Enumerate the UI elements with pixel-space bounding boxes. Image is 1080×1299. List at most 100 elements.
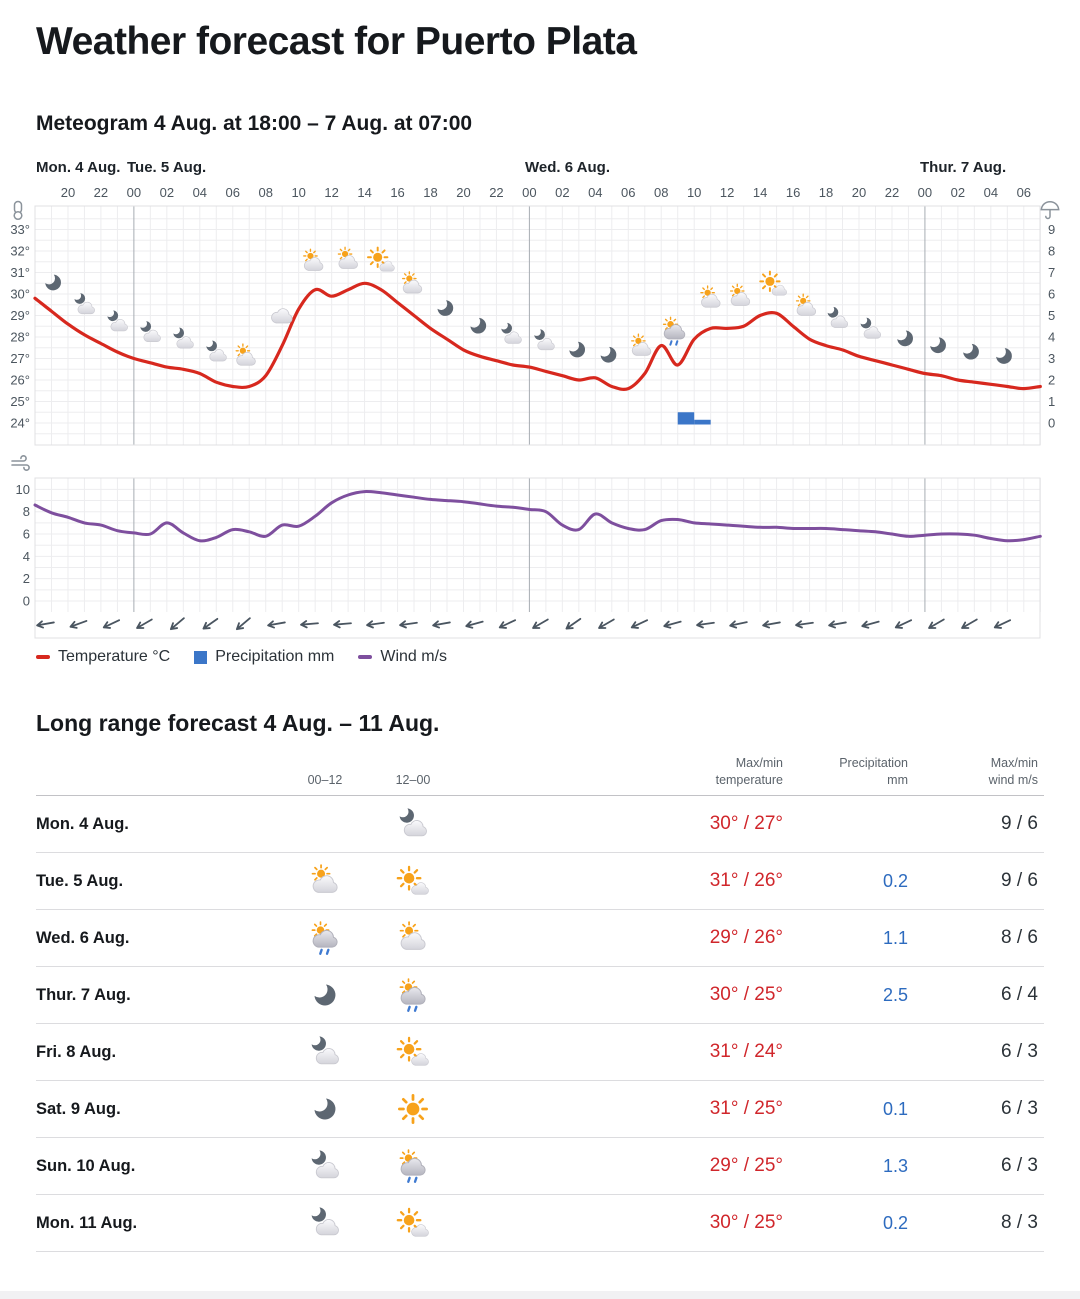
sun-cloud-rain-icon [664,317,685,344]
wind-direction-arrow [663,620,682,629]
header-maxmin-wind: Max/min wind m/s [988,756,1038,787]
longrange-heading: Long range forecast 4 Aug. – 11 Aug. [36,710,440,736]
wind-direction-arrow [729,620,748,629]
moon-cloud-icon [140,321,160,342]
sun-cloud-icon [304,249,323,270]
legend-label: Precipitation mm [215,648,335,665]
temperature-axis-tick: 32° [10,244,30,259]
chart-day-label: Tue. 5 Aug. [127,159,206,176]
precipitation-value: 0.2 [882,870,908,891]
precipitation-axis-tick: 5 [1048,308,1055,323]
precipitation-axis-tick: 4 [1048,330,1055,345]
forecast-row: Wed. 6 Aug. 29° / 26° 1.1 8 / 6 [36,910,1044,967]
wind-direction-arrow [532,618,549,629]
precipitation-axis-tick: 6 [1048,287,1055,302]
wind-direction-arrow [565,617,582,630]
x-axis-tick: 04 [193,185,207,200]
wind-direction-arrow [630,619,649,629]
wind-direction-arrow [267,620,286,629]
temperature-line-marker [36,655,50,659]
forecast-row: Mon. 11 Aug. 30° / 25° 0.2 8 / 3 [36,1195,1044,1252]
temperature-axis-tick: 26° [10,373,30,388]
sun-big-cloud-icon [395,1205,431,1241]
x-axis-tick: 08 [258,185,272,200]
precipitation-value: 1.3 [882,1155,908,1176]
moon-cloud-icon [307,1148,343,1184]
wind-direction-arrow [598,618,615,629]
wind-direction-arrow [69,620,88,629]
wind-line-marker [358,655,373,659]
day-label: Thur. 7 Aug. [36,985,131,1004]
moon-icon [437,300,454,316]
temperature-axis-tick: 25° [10,394,30,409]
wind-direction-arrow [894,619,913,629]
icon-12-00 [374,1034,452,1070]
precipitation-bar [677,412,695,425]
x-axis-tick: 02 [160,185,174,200]
maxmin-wind: 6 / 3 [1001,1041,1038,1062]
precipitation-axis-tick: 9 [1048,222,1055,237]
x-axis-tick: 20 [61,185,75,200]
wind-line [33,490,1042,543]
precipitation-bar [694,419,711,425]
precipitation-axis-tick: 2 [1048,373,1055,388]
sun-cloud-icon [307,863,343,899]
moon-cloud-icon [307,1034,343,1070]
moon-icon [470,317,487,334]
longrange-table-header: 00–12 12–00 Max/min temperature Precipit… [36,746,1044,796]
wind-axis-tick: 4 [23,549,30,564]
precipitation-axis-tick: 1 [1048,394,1055,409]
maxmin-temperature: 31° / 25° [709,1098,783,1119]
x-axis-tick: 00 [127,185,141,200]
day-label: Mon. 4 Aug. [36,814,129,833]
footer-strip [0,1291,1080,1299]
moon-cloud-icon [206,340,226,361]
wind-direction-arrow [102,619,121,629]
precipitation-axis-tick: 7 [1048,265,1055,280]
icon-12-00 [374,920,452,956]
moon-cloud-icon [534,329,554,350]
x-axis-tick: 00 [522,185,536,200]
forecast-row: Sat. 9 Aug. 31° / 25° 0.1 6 / 3 [36,1081,1044,1138]
icon-00-12 [276,920,374,956]
x-axis-tick: 10 [291,185,305,200]
x-axis-tick: 12 [324,185,338,200]
temperature-axis-tick: 28° [10,330,30,345]
icon-00-12 [276,981,374,1009]
wind-direction-arrow [169,617,185,631]
sun-big-cloud-icon [395,1034,431,1070]
icon-12-00 [374,977,452,1013]
x-axis-tick: 12 [720,185,734,200]
forecast-row: Mon. 4 Aug. 30° / 27° 9 / 6 [36,796,1044,853]
temperature-axis-tick: 29° [10,308,30,323]
forecast-row: Tue. 5 Aug. 31° / 26° 0.2 9 / 6 [36,853,1044,910]
wind-direction-arrow [762,620,781,629]
maxmin-temperature: 29° / 25° [709,1155,783,1176]
maxmin-wind: 9 / 6 [1001,813,1038,834]
maxmin-wind: 6 / 4 [1001,984,1038,1005]
maxmin-wind: 9 / 6 [1001,870,1038,891]
moon-cloud-icon [861,318,881,339]
x-axis-tick: 08 [654,185,668,200]
precipitation-axis-tick: 0 [1048,416,1055,431]
longrange-table: 00–12 12–00 Max/min temperature Precipit… [36,746,1044,1252]
icon-12-00 [374,806,452,842]
x-axis-tick: 16 [390,185,404,200]
x-axis-tick: 16 [786,185,800,200]
maxmin-temperature: 29° / 26° [709,927,783,948]
icon-12-00 [374,1148,452,1184]
header-maxmin-temperature: Max/min temperature [715,756,783,787]
cloud-icon [271,308,293,324]
wind-direction-arrow [928,618,945,629]
precipitation-axis-tick: 3 [1048,351,1055,366]
precipitation-value: 0.2 [882,1212,908,1233]
x-axis-tick: 04 [588,185,602,200]
wind-direction-arrow [235,617,251,631]
longrange-table-rows: Mon. 4 Aug. 30° / 27° 9 / 6 Tue. 5 Aug. 31° … [36,796,1044,1252]
forecast-row: Sun. 10 Aug. 29° / 25° 1.3 6 / 3 [36,1138,1044,1195]
wind-direction-arrow [136,618,153,629]
day-label: Sat. 9 Aug. [36,1099,121,1118]
temperature-axis-tick: 30° [10,287,30,302]
moon-icon [314,1098,336,1120]
temperature-axis-tick: 27° [10,351,30,366]
